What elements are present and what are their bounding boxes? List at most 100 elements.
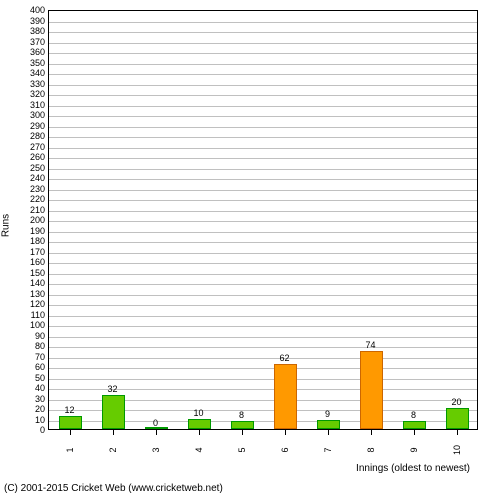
bar-value-label: 10 bbox=[193, 408, 203, 418]
gridline bbox=[49, 158, 477, 159]
ytick-label: 120 bbox=[30, 299, 45, 309]
xtick-label: 5 bbox=[237, 447, 247, 452]
gridline bbox=[49, 137, 477, 138]
gridline bbox=[49, 232, 477, 233]
bar bbox=[360, 351, 384, 429]
ytick-label: 30 bbox=[35, 394, 45, 404]
gridline bbox=[49, 337, 477, 338]
bar bbox=[188, 419, 212, 430]
xtick-label: 4 bbox=[194, 447, 204, 452]
bar-value-label: 32 bbox=[107, 384, 117, 394]
ytick-label: 350 bbox=[30, 58, 45, 68]
bar bbox=[317, 420, 341, 429]
ytick-label: 310 bbox=[30, 100, 45, 110]
xtick-mark bbox=[113, 430, 114, 435]
ytick-label: 390 bbox=[30, 16, 45, 26]
ytick-label: 260 bbox=[30, 152, 45, 162]
ytick-label: 190 bbox=[30, 226, 45, 236]
gridline bbox=[49, 347, 477, 348]
ytick-label: 130 bbox=[30, 289, 45, 299]
ytick-label: 330 bbox=[30, 79, 45, 89]
ytick-label: 210 bbox=[30, 205, 45, 215]
gridline bbox=[49, 95, 477, 96]
gridline bbox=[49, 316, 477, 317]
xtick-label: 3 bbox=[151, 447, 161, 452]
xtick-mark bbox=[371, 430, 372, 435]
gridline bbox=[49, 32, 477, 33]
xtick-label: 6 bbox=[280, 447, 290, 452]
ytick-label: 40 bbox=[35, 383, 45, 393]
bar-value-label: 9 bbox=[325, 409, 330, 419]
bars-layer bbox=[49, 11, 477, 429]
y-axis-label: Runs bbox=[1, 214, 12, 237]
gridline bbox=[49, 127, 477, 128]
bar bbox=[274, 364, 298, 429]
gridline bbox=[49, 211, 477, 212]
ytick-label: 320 bbox=[30, 89, 45, 99]
gridline bbox=[49, 284, 477, 285]
ytick-label: 100 bbox=[30, 320, 45, 330]
xtick-label: 1 bbox=[65, 447, 75, 452]
gridline bbox=[49, 22, 477, 23]
gridline bbox=[49, 43, 477, 44]
ytick-label: 170 bbox=[30, 247, 45, 257]
gridline bbox=[49, 358, 477, 359]
ytick-label: 50 bbox=[35, 373, 45, 383]
ytick-label: 10 bbox=[35, 415, 45, 425]
bar-value-label: 20 bbox=[451, 397, 461, 407]
bar-value-label: 8 bbox=[411, 410, 416, 420]
xtick-label: 7 bbox=[323, 447, 333, 452]
xtick-label: 8 bbox=[366, 447, 376, 452]
gridline bbox=[49, 326, 477, 327]
ytick-label: 160 bbox=[30, 257, 45, 267]
gridline bbox=[49, 253, 477, 254]
gridline bbox=[49, 379, 477, 380]
bar-value-label: 8 bbox=[239, 410, 244, 420]
gridline bbox=[49, 263, 477, 264]
ytick-label: 290 bbox=[30, 121, 45, 131]
ytick-label: 70 bbox=[35, 352, 45, 362]
ytick-label: 150 bbox=[30, 268, 45, 278]
gridline bbox=[49, 200, 477, 201]
gridline bbox=[49, 169, 477, 170]
gridline bbox=[49, 190, 477, 191]
bar bbox=[59, 416, 83, 429]
ytick-label: 400 bbox=[30, 5, 45, 15]
xtick-mark bbox=[285, 430, 286, 435]
gridline bbox=[49, 106, 477, 107]
bar-value-label: 62 bbox=[279, 353, 289, 363]
gridline bbox=[49, 221, 477, 222]
ytick-label: 220 bbox=[30, 194, 45, 204]
xtick-mark bbox=[242, 430, 243, 435]
ytick-label: 230 bbox=[30, 184, 45, 194]
ytick-label: 300 bbox=[30, 110, 45, 120]
copyright-text: (C) 2001-2015 Cricket Web (www.cricketwe… bbox=[4, 483, 223, 494]
ytick-label: 140 bbox=[30, 278, 45, 288]
bar bbox=[231, 421, 255, 429]
xtick-mark bbox=[156, 430, 157, 435]
ytick-label: 180 bbox=[30, 236, 45, 246]
xtick-mark bbox=[328, 430, 329, 435]
bar bbox=[446, 408, 470, 429]
gridline bbox=[49, 74, 477, 75]
ytick-label: 240 bbox=[30, 173, 45, 183]
ytick-label: 60 bbox=[35, 362, 45, 372]
ytick-label: 380 bbox=[30, 26, 45, 36]
xtick-label: 2 bbox=[108, 447, 118, 452]
gridline bbox=[49, 368, 477, 369]
xtick-mark bbox=[457, 430, 458, 435]
gridline bbox=[49, 274, 477, 275]
gridline bbox=[49, 116, 477, 117]
xtick-label: 10 bbox=[452, 445, 462, 455]
gridline bbox=[49, 305, 477, 306]
xtick-mark bbox=[199, 430, 200, 435]
ytick-label: 370 bbox=[30, 37, 45, 47]
x-axis-label: Innings (oldest to newest) bbox=[356, 463, 470, 474]
bar-value-label: 12 bbox=[64, 405, 74, 415]
bar-value-label: 0 bbox=[153, 418, 158, 428]
xtick-mark bbox=[70, 430, 71, 435]
bar bbox=[102, 395, 126, 429]
gridline bbox=[49, 179, 477, 180]
ytick-label: 80 bbox=[35, 341, 45, 351]
gridline bbox=[49, 295, 477, 296]
